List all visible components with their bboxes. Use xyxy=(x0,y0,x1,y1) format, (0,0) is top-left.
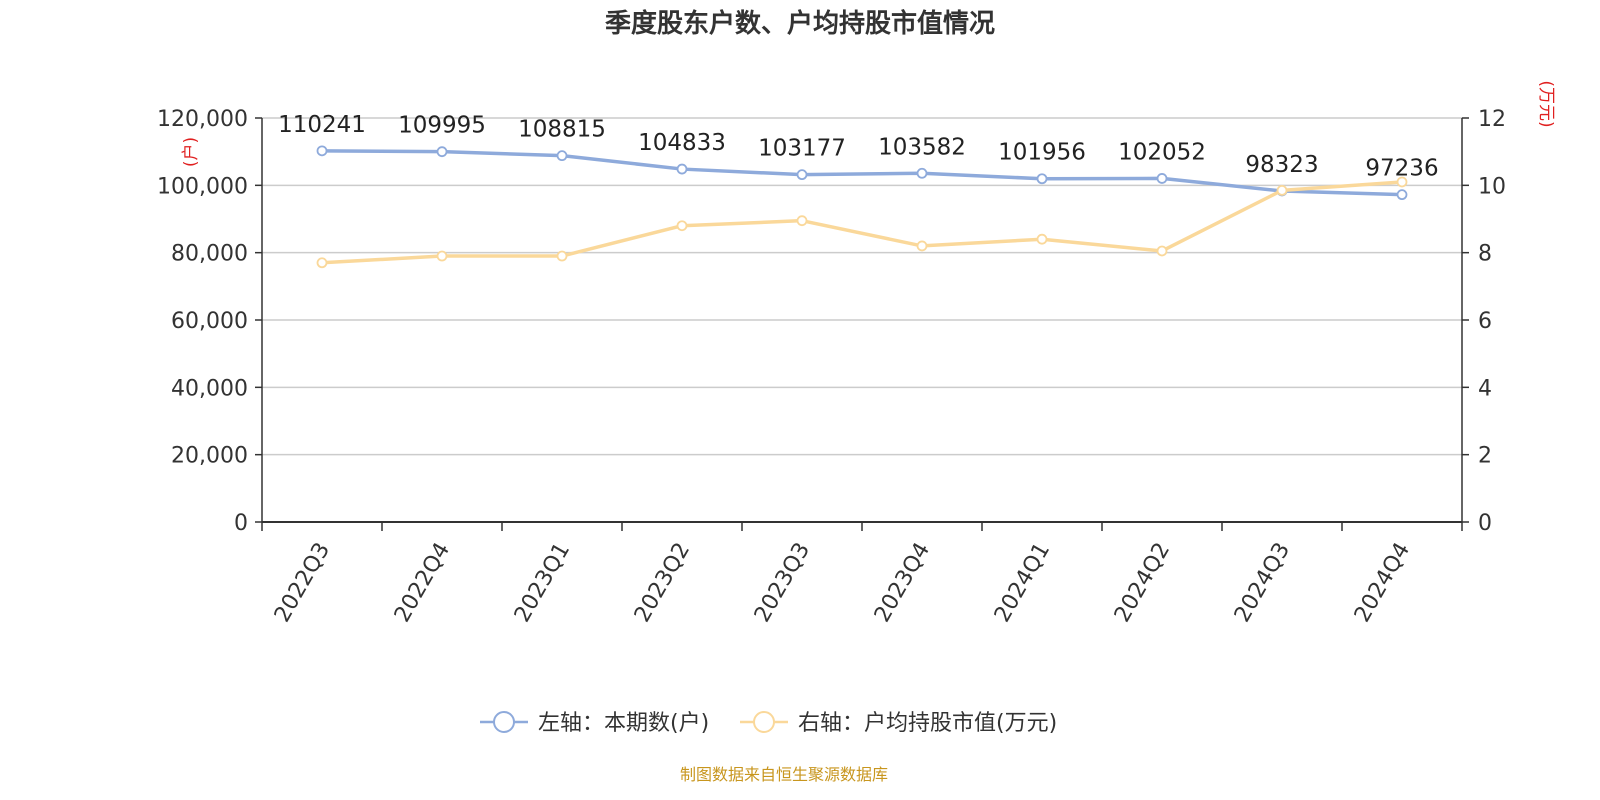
x-axis-tick-label: 2023Q1 xyxy=(510,539,575,627)
x-axis-tick-label: 2023Q2 xyxy=(630,539,695,627)
left-axis-tick-label: 80,000 xyxy=(171,242,248,267)
left-axis-tick-label: 0 xyxy=(234,511,248,536)
x-axis-tick-label: 2024Q3 xyxy=(1230,539,1295,627)
data-point-right xyxy=(1396,176,1408,188)
data-point-right xyxy=(316,257,328,269)
right-axis-tick-label: 6 xyxy=(1478,309,1492,334)
data-point-right xyxy=(916,240,928,252)
data-point-right xyxy=(556,250,568,262)
data-point-right xyxy=(436,250,448,262)
data-label: 102052 xyxy=(1118,139,1206,165)
data-point-right xyxy=(1156,245,1168,257)
data-labels: 110241 109995 108815 104833 103177 103582 1019… xyxy=(278,112,1438,182)
legend-item-right-series[interactable]: 右轴：户均持股市值(万元) xyxy=(740,711,1057,736)
right-axis-tick-label: 12 xyxy=(1478,107,1506,132)
right-axis-tick-label: 4 xyxy=(1478,376,1492,401)
left-axis-tick-label: 120,000 xyxy=(157,107,248,132)
x-axis-tick-label: 2022Q4 xyxy=(390,539,455,627)
x-axis-tick-label: 2024Q1 xyxy=(990,539,1055,627)
data-label: 108815 xyxy=(518,117,606,143)
data-label: 103177 xyxy=(758,136,846,162)
right-axis-unit: (万元) xyxy=(1536,80,1556,127)
data-label: 109995 xyxy=(398,113,486,139)
left-axis-tick-label: 100,000 xyxy=(157,174,248,199)
legend-item-left-series[interactable]: 左轴：本期数(户) xyxy=(480,711,709,736)
data-point-right xyxy=(1036,233,1048,245)
left-axis-tick-label: 60,000 xyxy=(171,309,248,334)
legend-left-series-marker xyxy=(493,711,515,733)
series-line-right xyxy=(321,180,1403,265)
legend-right-series-marker xyxy=(753,711,775,733)
right-axis-tick-label: 2 xyxy=(1478,444,1492,469)
left-axis-tick-label: 20,000 xyxy=(171,444,248,469)
legend-left-series-label: 左轴：本期数(户) xyxy=(538,711,709,736)
grid-lines xyxy=(262,117,1462,456)
right-axis-tick-label: 0 xyxy=(1478,511,1492,536)
data-label: 97236 xyxy=(1365,156,1438,182)
left-axis-unit: (户) xyxy=(181,137,201,167)
data-point-left xyxy=(436,146,448,158)
data-point-right xyxy=(676,220,688,232)
data-point-left xyxy=(316,145,328,157)
data-point-left xyxy=(1156,173,1168,184)
right-axis-tick-label: 10 xyxy=(1478,174,1506,199)
data-point-left xyxy=(796,169,808,181)
data-label: 98323 xyxy=(1245,152,1318,178)
data-point-left xyxy=(1396,189,1408,201)
data-label: 110241 xyxy=(278,112,366,138)
series-line-left xyxy=(321,149,1403,197)
x-axis-tick-label: 2024Q2 xyxy=(1110,539,1175,627)
x-axis-tick-label: 2023Q4 xyxy=(870,539,935,627)
data-point-left xyxy=(556,150,568,162)
chart-title: 季度股东户数、户均持股市值情况 xyxy=(605,8,995,39)
left-axis-tick-label: 40,000 xyxy=(171,376,248,401)
data-label: 104833 xyxy=(638,130,726,156)
data-point-left xyxy=(676,163,688,175)
data-point-left xyxy=(1036,173,1048,185)
legend-right-series-label: 右轴：户均持股市值(万元) xyxy=(798,711,1057,736)
data-label: 103582 xyxy=(878,134,966,160)
x-axis-tick-label: 2023Q3 xyxy=(750,539,815,627)
x-axis-tick-label: 2024Q4 xyxy=(1350,539,1415,627)
data-label: 101956 xyxy=(998,140,1086,166)
x-axis-tick-label: 2022Q3 xyxy=(270,539,335,627)
data-point-right xyxy=(796,215,808,227)
source-note: 制图数据来自恒生聚源数据库 xyxy=(680,765,888,784)
data-point-right xyxy=(1276,184,1288,196)
legend: 左轴：本期数(户) 右轴：户均持股市值(万元) xyxy=(480,711,1057,736)
data-point-left xyxy=(916,167,928,179)
right-axis-tick-label: 8 xyxy=(1478,242,1492,267)
series-lines xyxy=(316,145,1408,269)
